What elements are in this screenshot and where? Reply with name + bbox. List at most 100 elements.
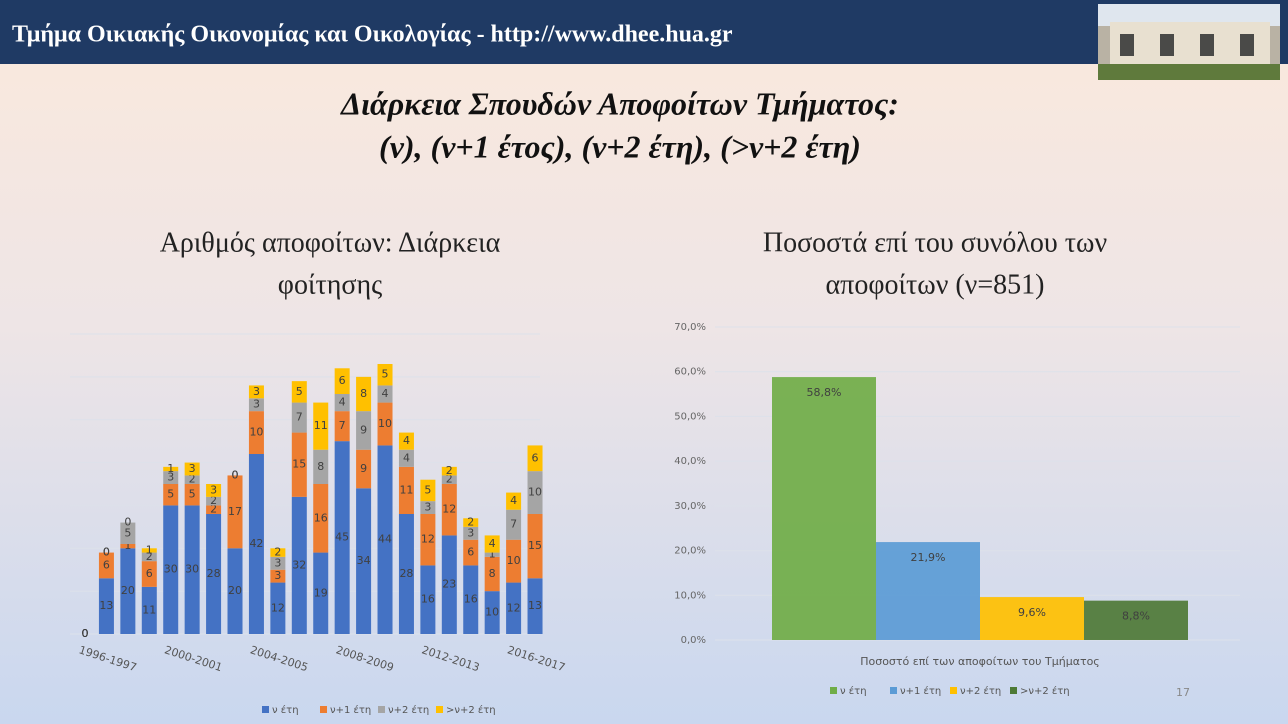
chart-title: Αριθμός αποφοίτων: Διάρκεια bbox=[160, 227, 501, 258]
bar-segment bbox=[120, 548, 136, 634]
bar-segment bbox=[291, 402, 307, 433]
data-label: 32 bbox=[292, 558, 306, 571]
bar-segment bbox=[206, 514, 222, 634]
legend-swatch bbox=[436, 706, 443, 713]
chart-title: αποφοίτων (ν=851) bbox=[826, 269, 1045, 300]
data-label: 5 bbox=[296, 385, 303, 398]
data-label: 16 bbox=[464, 593, 478, 606]
data-label: 3 bbox=[253, 385, 260, 398]
legend-label: ν έτη bbox=[272, 704, 299, 716]
data-label: 4 bbox=[403, 434, 410, 447]
data-label: 5 bbox=[189, 488, 196, 501]
data-label: 0 bbox=[82, 627, 89, 640]
bar-segment bbox=[291, 432, 307, 497]
data-label: 5 bbox=[167, 488, 174, 501]
bar-segment bbox=[441, 475, 457, 484]
y-tick-label: 40,0% bbox=[674, 456, 706, 467]
header-photo bbox=[1098, 4, 1280, 80]
data-label: 0 bbox=[103, 546, 110, 559]
data-label: 11 bbox=[314, 419, 328, 432]
data-label: 12 bbox=[507, 601, 521, 614]
data-label: 7 bbox=[339, 419, 346, 432]
bar bbox=[980, 597, 1084, 640]
data-label: 45 bbox=[335, 531, 349, 544]
data-label: 34 bbox=[357, 554, 371, 567]
data-label: 3 bbox=[189, 462, 196, 475]
y-tick-label: 10,0% bbox=[674, 590, 706, 601]
data-label: 3 bbox=[167, 471, 174, 484]
data-label: 12 bbox=[271, 601, 285, 614]
legend-swatch bbox=[950, 687, 957, 694]
data-label: 20 bbox=[228, 584, 242, 597]
header-title: Τμήμα Οικιακής Οικονομίας και Οικολογίας… bbox=[12, 22, 733, 48]
bar-segment bbox=[377, 402, 393, 446]
bar-segment bbox=[206, 484, 222, 497]
data-label: 5 bbox=[382, 368, 389, 381]
data-label: 2 bbox=[274, 546, 281, 559]
data-label: 2 bbox=[146, 550, 153, 563]
data-label: 6 bbox=[467, 546, 474, 559]
data-label: 0 bbox=[232, 468, 239, 481]
bar-segment bbox=[527, 514, 543, 579]
bar-segment bbox=[334, 368, 350, 394]
bar-segment bbox=[163, 466, 179, 472]
bar-segment bbox=[206, 505, 222, 514]
data-label: 2 bbox=[467, 516, 474, 529]
data-label: 6 bbox=[103, 558, 110, 571]
data-label: 58,8% bbox=[807, 386, 842, 399]
data-label: 21,9% bbox=[911, 551, 946, 564]
data-label: 0 bbox=[124, 516, 131, 529]
bar bbox=[1084, 600, 1188, 640]
bar-segment bbox=[141, 586, 157, 634]
data-label: 30 bbox=[164, 563, 178, 576]
data-label: 42 bbox=[249, 537, 263, 550]
slide-title-line: Διάρκεια Σπουδών Αποφοίτων Τμήματος: bbox=[339, 85, 899, 121]
data-label: 5 bbox=[124, 526, 131, 539]
data-label: 4 bbox=[339, 396, 346, 409]
data-label: 9,6% bbox=[1018, 606, 1046, 619]
bar-segment bbox=[270, 569, 286, 583]
data-label: 10 bbox=[378, 417, 392, 430]
data-label: 15 bbox=[528, 539, 542, 552]
data-label: 10 bbox=[507, 554, 521, 567]
legend-swatch bbox=[830, 687, 837, 694]
data-label: 8 bbox=[360, 387, 367, 400]
bar-segment bbox=[98, 552, 114, 579]
data-label: 5 bbox=[424, 483, 431, 496]
bar-segment bbox=[527, 471, 543, 514]
data-label: 3 bbox=[274, 569, 281, 582]
bar-segment bbox=[163, 471, 179, 484]
bar-segment bbox=[420, 514, 436, 566]
data-label: 10 bbox=[249, 426, 263, 439]
page-number: 17 bbox=[1176, 686, 1190, 699]
bar-segment bbox=[484, 591, 500, 634]
data-label: 0 bbox=[82, 627, 89, 640]
data-label: 4 bbox=[489, 537, 496, 550]
bar-segment bbox=[163, 505, 179, 634]
bar-segment bbox=[527, 578, 543, 634]
data-label: 3 bbox=[274, 556, 281, 569]
bar-segment bbox=[184, 484, 200, 506]
data-label: 2 bbox=[446, 473, 453, 486]
data-label: 6 bbox=[339, 374, 346, 387]
bar-segment bbox=[270, 556, 286, 570]
bar-segment bbox=[527, 445, 543, 472]
data-label: 44 bbox=[378, 533, 392, 546]
data-label: 2 bbox=[210, 503, 217, 516]
data-label: 3 bbox=[210, 483, 217, 496]
bar-segment bbox=[334, 394, 350, 412]
bar-segment bbox=[356, 376, 372, 412]
bar-segment bbox=[484, 552, 500, 557]
bar-segment bbox=[463, 526, 479, 540]
data-label: 0 bbox=[103, 546, 110, 559]
data-label: 4 bbox=[382, 387, 389, 400]
data-label: 3 bbox=[253, 398, 260, 411]
bar-segment bbox=[356, 488, 372, 634]
data-label: 23 bbox=[442, 578, 456, 591]
data-label: 16 bbox=[421, 593, 435, 606]
data-label: 17 bbox=[228, 505, 242, 518]
bar-segment bbox=[334, 411, 350, 442]
y-tick-label: 60,0% bbox=[674, 367, 706, 378]
bar-segment bbox=[227, 548, 243, 634]
bar-segment bbox=[463, 518, 479, 527]
